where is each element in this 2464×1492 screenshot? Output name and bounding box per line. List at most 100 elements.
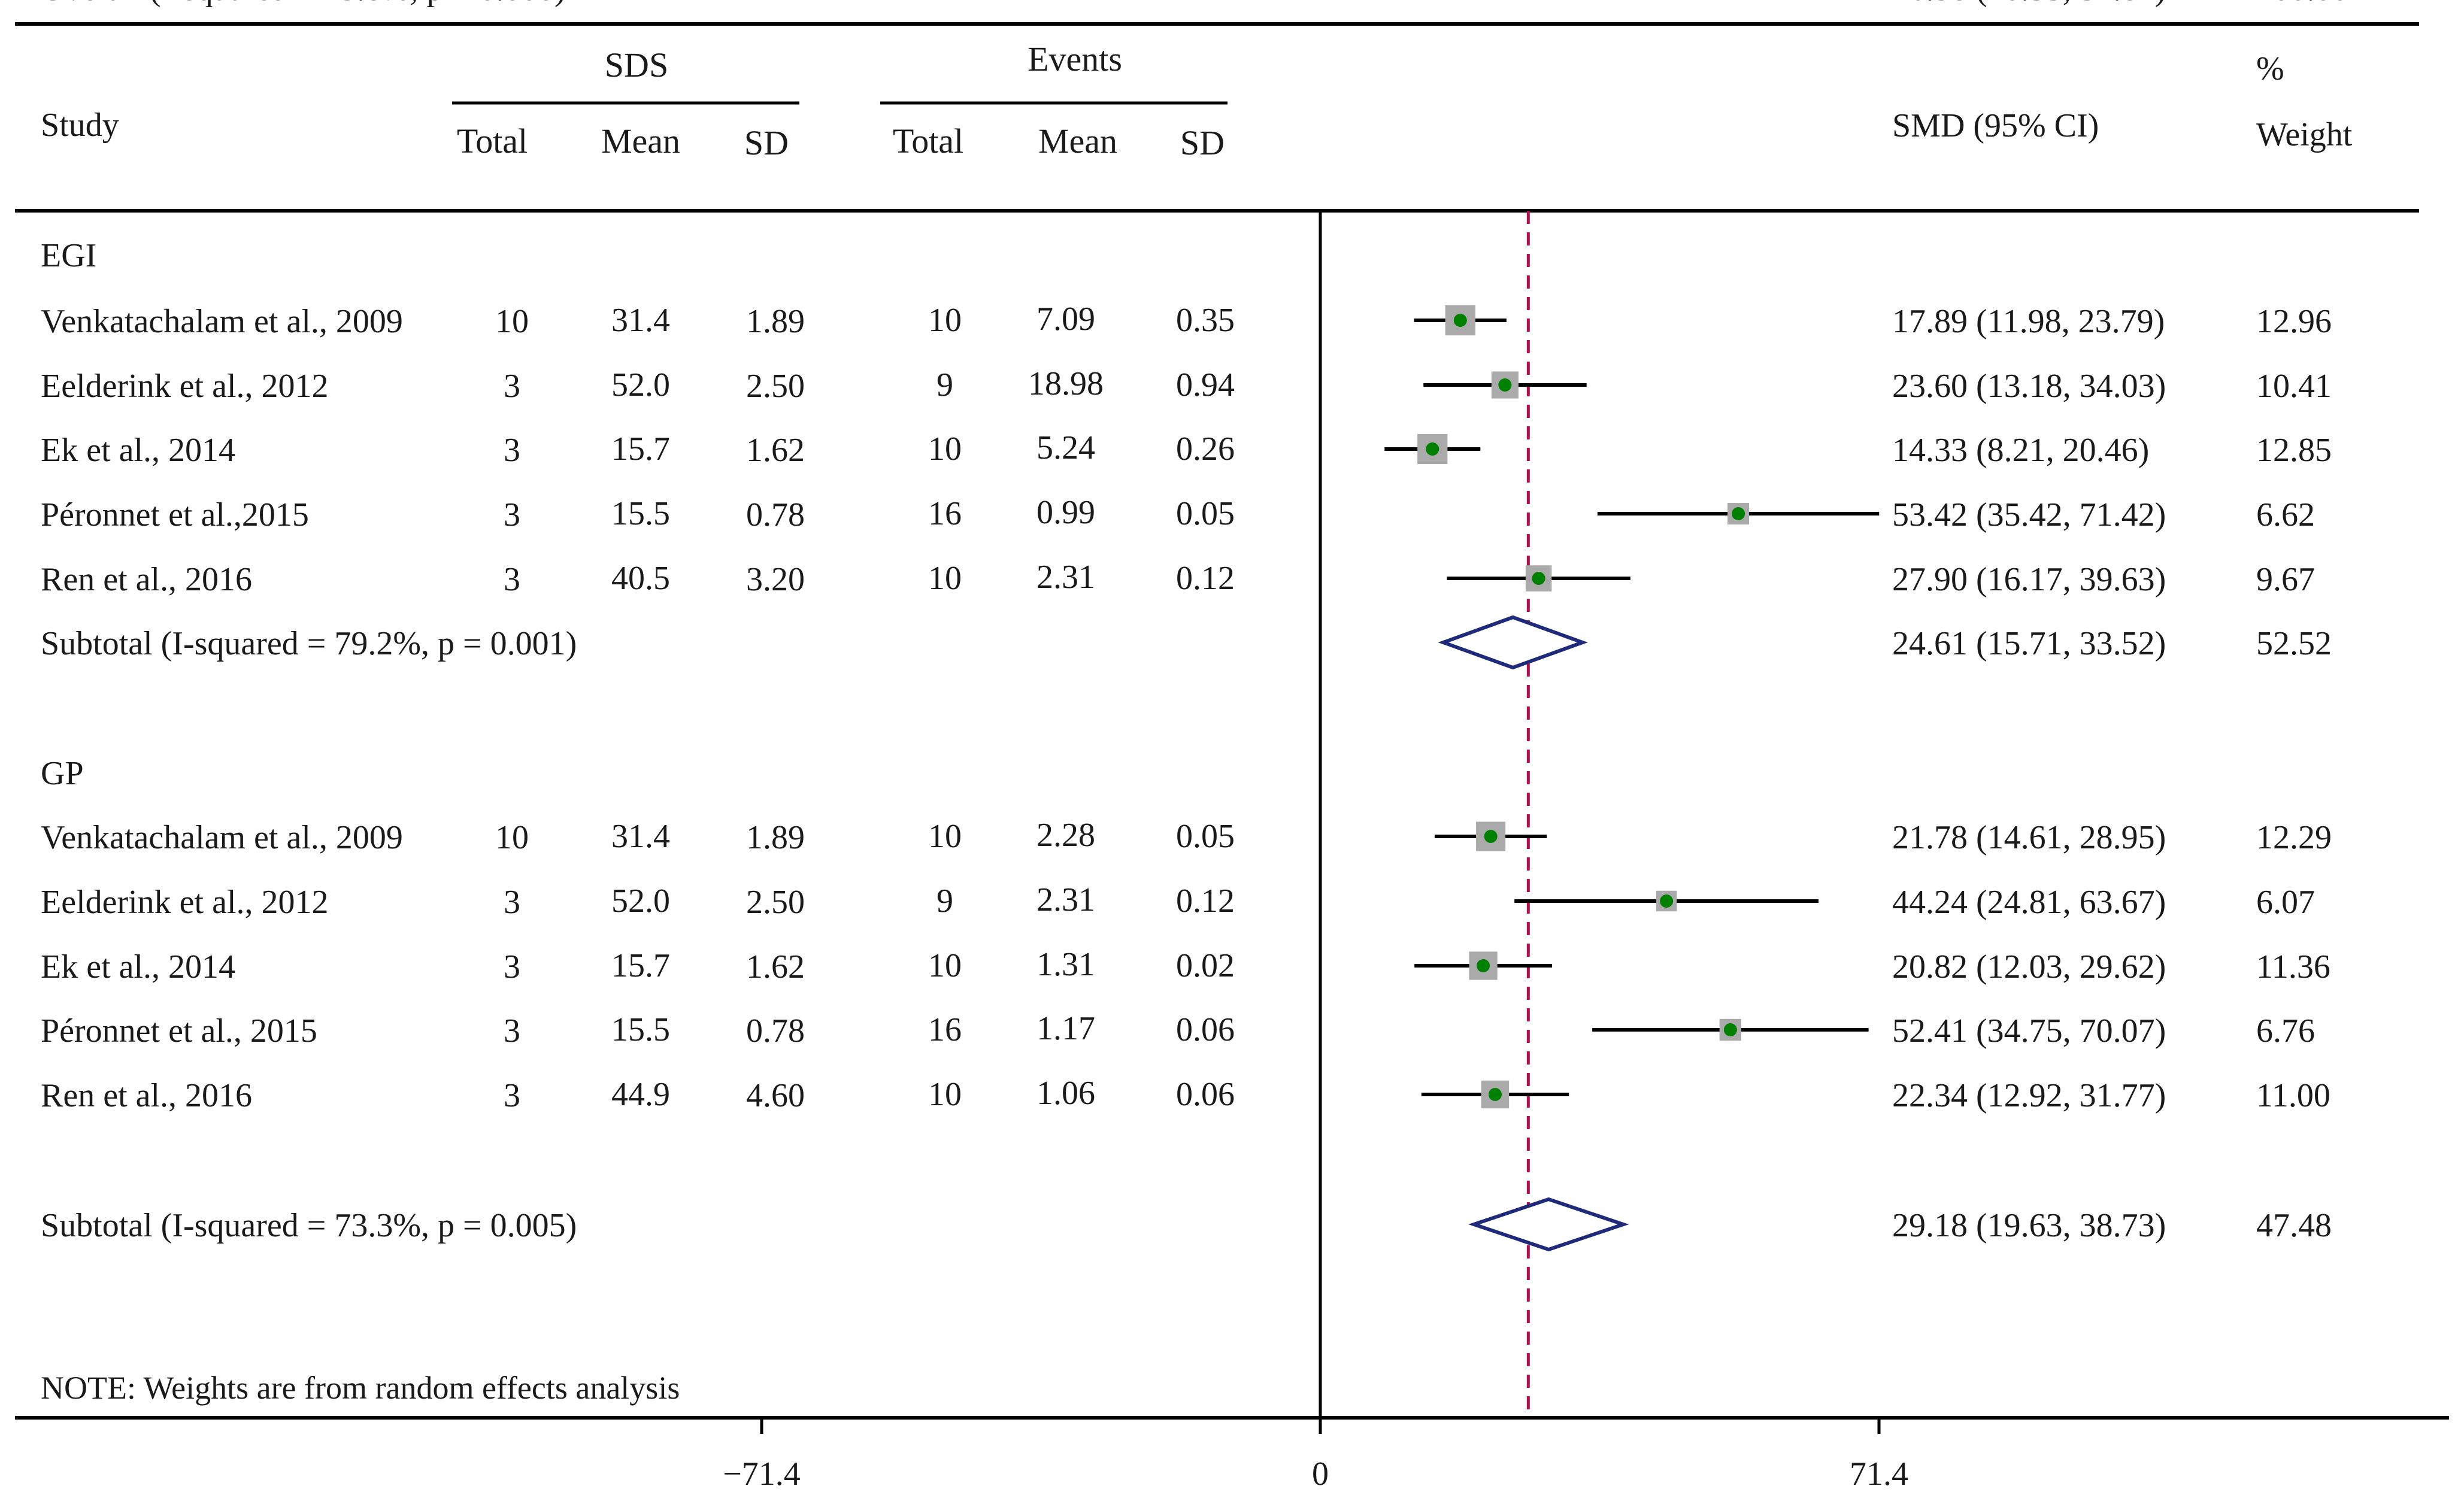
sds-sd: 1.89 [746,303,805,340]
weight-text: 6.07 [2256,884,2315,921]
events-sd: 0.26 [1176,430,1235,468]
header-events: Events [1028,40,1122,78]
row-label: Subtotal (I-squared = 73.3%, p = 0.005) [41,1207,577,1244]
study-row: Ek et al., 2014 3 15.7 1.62 10 1.31 0.02 20.82 … [41,946,2330,985]
row-label: Venkatachalam et al., 2009 [41,819,403,856]
weight-text: 12.29 [2256,819,2332,856]
sds-mean: 44.9 [611,1076,670,1113]
row-label: Ek et al., 2014 [41,948,235,985]
weight-text: 11.36 [2256,948,2330,985]
sds-mean: 15.5 [611,495,670,532]
events-sd: 0.12 [1176,560,1235,597]
events-total: 9 [936,366,953,404]
smd-ci-text: 24.61 (15.71, 33.52) [1892,625,2166,662]
row-label: EGI [41,237,96,274]
row-label: Péronnet et al.,2015 [41,496,309,533]
subtotal-diamond [1468,1197,1629,1252]
sds-sd: 3.20 [746,561,805,598]
sds-sd: 2.50 [746,368,805,405]
header-study: Study [41,107,119,144]
group-row: GP [41,755,84,792]
sds-mean: 40.5 [611,560,670,597]
header-events-total: Total [893,122,963,160]
events-sd: 0.06 [1176,1011,1235,1048]
smd-ci-text: 27.90 (16.17, 39.63) [1892,561,2166,598]
row-label: Eelderink et al., 2012 [41,884,329,921]
marks-layer [760,211,1881,1434]
subtotal-row: Subtotal (I-squared = 79.2%, p = 0.001) 2… [41,625,2332,662]
study-row: Eelderink et al., 2012 3 52.0 2.50 9 2.31 0.12… [41,881,2315,921]
events-sd: 0.05 [1176,495,1235,532]
point-estimate [1723,1023,1737,1036]
weight-text: 12.96 [2256,303,2332,340]
weight-text: 47.48 [2256,1207,2332,1244]
weight-text: 6.76 [2256,1012,2315,1050]
events-total: 10 [928,1076,962,1113]
events-sd: 0.06 [1176,1076,1235,1113]
events-total: 10 [928,560,962,597]
sds-sd: 1.62 [746,948,805,985]
sds-sd: 1.62 [746,432,805,469]
sds-mean: 15.7 [611,947,670,984]
events-mean: 2.31 [1036,559,1095,596]
row-label: Eelderink et al., 2012 [41,368,329,405]
smd-ci-text: 44.24 (24.81, 63.67) [1892,884,2166,921]
weight-text: 9.67 [2256,561,2315,598]
events-mean: 0.99 [1036,494,1095,531]
point-estimate [1732,507,1745,520]
sds-total: 3 [504,368,520,405]
sds-sd: 0.78 [746,1012,805,1050]
subtotal-diamond [1438,615,1588,670]
rows-layer: EGI Venkatachalam et al., 2009 10 31.4 1.89 1… [41,0,2348,1244]
tick-label-neg: −71.4 [723,1455,801,1492]
header-smd: SMD (95% CI) [1892,107,2099,144]
tick-label-zero: 0 [1312,1455,1329,1492]
events-mean: 1.06 [1036,1075,1095,1112]
weight-text: 6.62 [2256,496,2315,533]
study-row: Péronnet et al., 2015 3 15.5 0.78 16 1.17 0.06… [41,1010,2315,1050]
sds-mean: 52.0 [611,883,670,920]
smd-ci-text: 26.58 (20.33, 32.84) [1892,0,2166,8]
header-events-mean: Mean [1038,122,1117,160]
sds-mean: 31.4 [611,302,670,339]
study-row: Venkatachalam et al., 2009 10 31.4 1.89 10 2.… [41,817,2332,856]
sds-total: 3 [504,884,520,921]
events-mean: 2.31 [1036,881,1095,918]
header-weight-pct: % [2256,50,2284,87]
header-weight: Weight [2256,116,2353,153]
events-total: 10 [928,818,962,855]
events-mean: 1.17 [1036,1010,1095,1047]
events-total: 10 [928,302,962,339]
row-label: Venkatachalam et al., 2009 [41,303,403,340]
events-mean: 1.31 [1036,946,1095,983]
point-estimate [1488,1088,1502,1101]
events-total: 16 [928,1011,962,1048]
smd-ci-text: 17.89 (11.98, 23.79) [1892,303,2165,340]
row-label: Ren et al., 2016 [41,561,252,598]
smd-ci-text: 52.41 (34.75, 70.07) [1892,1012,2166,1050]
point-estimate [1426,442,1439,456]
group-row: EGI [41,237,96,274]
weight-text: 11.00 [2256,1077,2330,1114]
events-sd: 0.94 [1176,366,1235,404]
overall-row: Overall (I-squared = 75.8%, p = 0.000) 26… [41,0,2348,8]
tick-label-pos: 71.4 [1850,1455,1908,1492]
smd-ci-text: 53.42 (35.42, 71.42) [1892,496,2166,533]
header-sds-mean: Mean [601,122,680,160]
sds-total: 3 [504,948,520,985]
sds-total: 3 [504,496,520,533]
row-label: Ren et al., 2016 [41,1077,252,1114]
point-estimate [1660,894,1674,908]
sds-sd: 1.89 [746,819,805,856]
study-row: Venkatachalam et al., 2009 10 31.4 1.89 10 7.… [41,301,2332,340]
footnote: NOTE: Weights are from random effects an… [41,1370,680,1406]
smd-ci-text: 29.18 (19.63, 38.73) [1892,1207,2166,1244]
smd-ci-text: 22.34 (12.92, 31.77) [1892,1077,2166,1114]
weight-text: 12.85 [2256,432,2332,469]
events-total: 9 [936,883,953,920]
smd-ci-text: 14.33 (8.21, 20.46) [1892,432,2149,469]
point-estimate [1532,572,1545,585]
events-sd: 0.12 [1176,883,1235,920]
events-total: 16 [928,495,962,532]
weight-text: 52.52 [2256,625,2332,662]
